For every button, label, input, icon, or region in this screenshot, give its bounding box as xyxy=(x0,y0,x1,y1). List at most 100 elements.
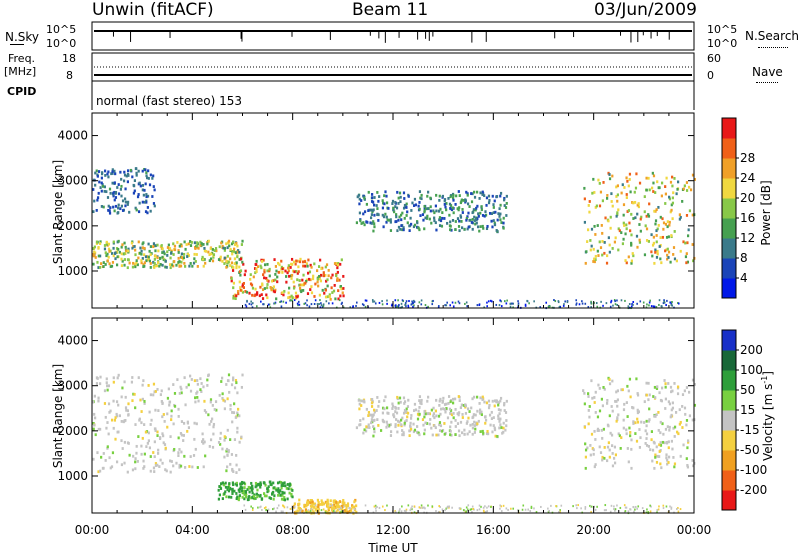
echo-cell xyxy=(499,399,502,403)
echo-cell xyxy=(450,420,453,424)
ground-scatter-cell xyxy=(548,305,550,308)
ground-scatter-cell xyxy=(439,505,441,508)
echo-cell xyxy=(668,220,671,224)
echo-cell xyxy=(99,427,102,431)
echo-cell xyxy=(466,420,469,424)
echo-cell xyxy=(192,261,196,265)
ground-scatter-cell xyxy=(637,505,640,508)
ground-scatter-cell xyxy=(589,505,592,508)
echo-cell xyxy=(121,386,124,390)
echo-cell xyxy=(386,423,389,427)
ground-scatter-cell xyxy=(676,507,678,510)
echo-cell xyxy=(438,224,442,227)
echo-cell xyxy=(113,181,116,185)
ground-scatter-cell xyxy=(670,302,673,305)
echo-cell xyxy=(337,297,340,301)
echo-cell xyxy=(594,254,597,258)
ground-scatter-cell xyxy=(373,300,376,303)
echo-cell xyxy=(678,422,681,426)
echo-cell xyxy=(650,438,653,442)
echo-cell xyxy=(459,420,463,424)
echo-cell xyxy=(496,435,499,438)
echo-cell xyxy=(397,202,400,205)
echo-cell xyxy=(197,399,200,403)
echo-cell xyxy=(377,199,380,203)
ground-scatter-cell xyxy=(401,505,403,508)
echo-cell xyxy=(131,468,135,472)
echo-cell xyxy=(630,241,633,245)
echo-cell xyxy=(199,377,202,381)
echo-cell xyxy=(352,505,355,509)
echo-cell xyxy=(238,440,241,444)
echo-cell xyxy=(246,498,250,502)
echo-cell xyxy=(226,488,229,491)
ground-scatter-cell xyxy=(343,505,345,508)
echo-cell xyxy=(140,410,143,413)
echo-cell xyxy=(127,174,130,177)
echo-cell xyxy=(111,260,115,264)
echo-cell xyxy=(391,199,395,203)
colorbar-tick-label: 16 xyxy=(740,211,755,225)
echo-cell xyxy=(333,262,337,265)
echo-cell xyxy=(273,494,276,498)
echo-cell xyxy=(334,297,337,301)
echo-cell xyxy=(477,419,480,423)
echo-cell xyxy=(584,455,587,459)
echo-cell xyxy=(141,246,144,250)
echo-cell xyxy=(195,392,198,395)
echo-cell xyxy=(498,426,501,430)
echo-cell xyxy=(170,251,173,255)
ground-scatter-cell xyxy=(642,301,645,304)
echo-cell xyxy=(423,227,426,231)
echo-cell xyxy=(112,246,115,250)
echo-cell xyxy=(156,264,159,268)
echo-cell xyxy=(266,487,269,491)
echo-cell xyxy=(396,395,399,399)
echo-cell xyxy=(298,279,301,282)
echo-cell xyxy=(478,197,481,200)
echo-cell xyxy=(665,176,668,180)
echo-cell xyxy=(223,248,226,252)
echo-cell xyxy=(109,265,112,268)
y-tick-label: 2000 xyxy=(57,219,88,233)
echo-cell xyxy=(458,434,461,438)
echo-cell xyxy=(327,506,330,510)
ground-scatter-cell xyxy=(397,299,399,302)
echo-cell xyxy=(381,418,384,422)
echo-cell xyxy=(626,210,629,213)
echo-cell xyxy=(588,405,591,408)
ground-scatter-cell xyxy=(485,511,487,514)
echo-cell xyxy=(658,443,661,447)
echo-cell xyxy=(381,199,384,203)
ground-scatter-cell xyxy=(647,511,650,514)
echo-cell xyxy=(613,445,617,449)
echo-cell xyxy=(692,464,695,468)
echo-cell xyxy=(316,498,320,502)
ground-scatter-cell xyxy=(499,299,501,302)
echo-cell xyxy=(402,396,406,400)
echo-cell xyxy=(586,240,589,244)
echo-cell xyxy=(405,419,408,422)
echo-cell xyxy=(422,423,425,427)
colorbar-segment xyxy=(722,450,736,471)
ground-scatter-cell xyxy=(424,304,427,307)
ground-scatter-cell xyxy=(487,505,490,508)
echo-cell xyxy=(211,403,214,407)
echo-cell xyxy=(265,494,268,498)
echo-cell xyxy=(593,257,596,261)
ground-scatter-cell xyxy=(446,301,448,304)
ground-scatter-cell xyxy=(352,511,354,514)
ground-scatter-cell xyxy=(267,508,270,511)
echo-cell xyxy=(238,468,241,472)
echo-cell xyxy=(108,262,111,266)
echo-cell xyxy=(148,446,152,450)
echo-cell xyxy=(92,210,95,214)
echo-cell xyxy=(664,249,667,253)
echo-cell xyxy=(172,253,175,256)
echo-cell xyxy=(406,210,409,214)
echo-cell xyxy=(625,176,628,180)
echo-cell xyxy=(480,413,483,417)
echo-cell xyxy=(196,390,199,394)
echo-cell xyxy=(236,426,239,430)
echo-cell xyxy=(196,382,199,386)
